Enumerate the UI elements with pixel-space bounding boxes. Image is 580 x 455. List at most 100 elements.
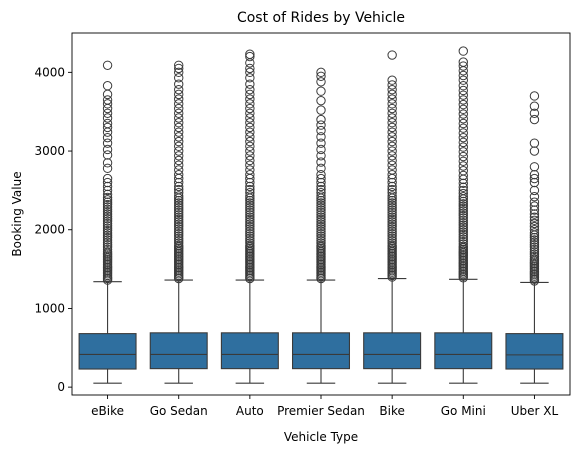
outlier-point xyxy=(174,177,184,188)
outlier-point xyxy=(174,221,184,232)
outlier-point xyxy=(245,210,255,220)
box-ebike xyxy=(78,60,137,384)
outlier-point xyxy=(245,99,255,109)
x-tick-label: Auto xyxy=(236,404,264,418)
outlier-point xyxy=(174,99,184,109)
outlier-point xyxy=(387,84,397,95)
iqr-box xyxy=(505,333,564,370)
outlier-point xyxy=(387,184,397,195)
outlier-point xyxy=(174,136,184,147)
outlier-point xyxy=(458,161,468,171)
outlier-point xyxy=(387,210,397,220)
outlier-point xyxy=(387,238,397,248)
outlier-point xyxy=(102,232,113,243)
outlier-point xyxy=(458,188,468,199)
outlier-point xyxy=(245,79,255,89)
iqr-box xyxy=(149,332,208,370)
outlier-point xyxy=(102,202,113,212)
outlier-point xyxy=(174,240,184,251)
outlier-point xyxy=(102,195,113,205)
outlier-point xyxy=(387,203,397,213)
outlier-point xyxy=(458,229,468,240)
outlier-point xyxy=(174,203,184,213)
outlier-point xyxy=(529,197,540,207)
outlier-point xyxy=(102,239,113,250)
outlier-point xyxy=(387,240,397,251)
outlier-point xyxy=(316,144,326,155)
outlier-point xyxy=(316,228,326,239)
outlier-point xyxy=(245,226,255,237)
outlier-point xyxy=(174,60,184,70)
outlier-point xyxy=(387,226,397,237)
outlier-point xyxy=(174,210,184,220)
outlier-point xyxy=(245,132,255,142)
outlier-point xyxy=(387,198,397,208)
plot-area xyxy=(78,46,564,384)
outlier-point xyxy=(387,221,397,232)
outlier-point xyxy=(458,210,468,221)
box-go-mini xyxy=(434,46,493,384)
outlier-point xyxy=(174,226,184,237)
outlier-point xyxy=(529,201,540,211)
outlier-point xyxy=(316,214,326,225)
outlier-point xyxy=(174,231,184,241)
outlier-point xyxy=(529,101,540,111)
outlier-point xyxy=(458,215,468,225)
outlier-point xyxy=(245,89,255,100)
outlier-point xyxy=(102,173,113,184)
outlier-point xyxy=(102,89,113,100)
outlier-point xyxy=(102,95,113,105)
outlier-point xyxy=(102,108,113,118)
outlier-point xyxy=(529,251,540,262)
outlier-point xyxy=(102,197,113,207)
outlier-point xyxy=(245,73,255,83)
outlier-point xyxy=(316,224,326,234)
outlier-point xyxy=(174,118,184,128)
outlier-point xyxy=(245,141,255,152)
outlier-point xyxy=(245,184,255,195)
outlier-point xyxy=(387,75,397,85)
box-uber-xl xyxy=(505,91,564,384)
outlier-point xyxy=(387,177,397,188)
x-tick-label: Uber XL xyxy=(511,404,559,418)
outlier-point xyxy=(529,108,540,118)
x-tick-label: eBike xyxy=(91,404,124,418)
outlier-point xyxy=(102,127,113,137)
outlier-point xyxy=(387,89,397,100)
y-tick-label: 3000 xyxy=(34,144,65,158)
outlier-point xyxy=(529,237,540,248)
outlier-point xyxy=(102,216,113,226)
outlier-point xyxy=(458,118,468,129)
outlier-point xyxy=(174,73,184,83)
outlier-point xyxy=(387,224,397,234)
outlier-point xyxy=(316,207,326,218)
outlier-point xyxy=(529,191,540,202)
outlier-point xyxy=(102,247,113,257)
outlier-point xyxy=(316,138,326,148)
outlier-point xyxy=(529,215,540,225)
outlier-point xyxy=(529,232,540,243)
y-tick-label: 4000 xyxy=(34,65,65,79)
outlier-point xyxy=(458,201,468,211)
outlier-point xyxy=(245,240,255,251)
box-premier-sedan xyxy=(291,67,351,384)
outlier-point xyxy=(174,67,184,78)
outlier-point xyxy=(387,195,397,206)
outlier-point xyxy=(387,94,397,104)
outlier-point xyxy=(245,160,255,170)
outlier-point xyxy=(458,206,468,216)
outlier-point xyxy=(529,249,540,259)
outlier-point xyxy=(245,233,255,244)
outlier-point xyxy=(245,113,255,123)
outlier-point xyxy=(245,181,255,192)
outlier-point xyxy=(529,221,540,232)
outlier-point xyxy=(316,120,326,130)
outlier-point xyxy=(102,225,113,236)
outlier-point xyxy=(174,217,184,227)
outlier-point xyxy=(387,228,397,239)
outlier-point xyxy=(458,128,468,138)
outlier-point xyxy=(102,60,113,70)
outlier-point xyxy=(316,105,326,115)
outlier-point xyxy=(458,199,468,209)
